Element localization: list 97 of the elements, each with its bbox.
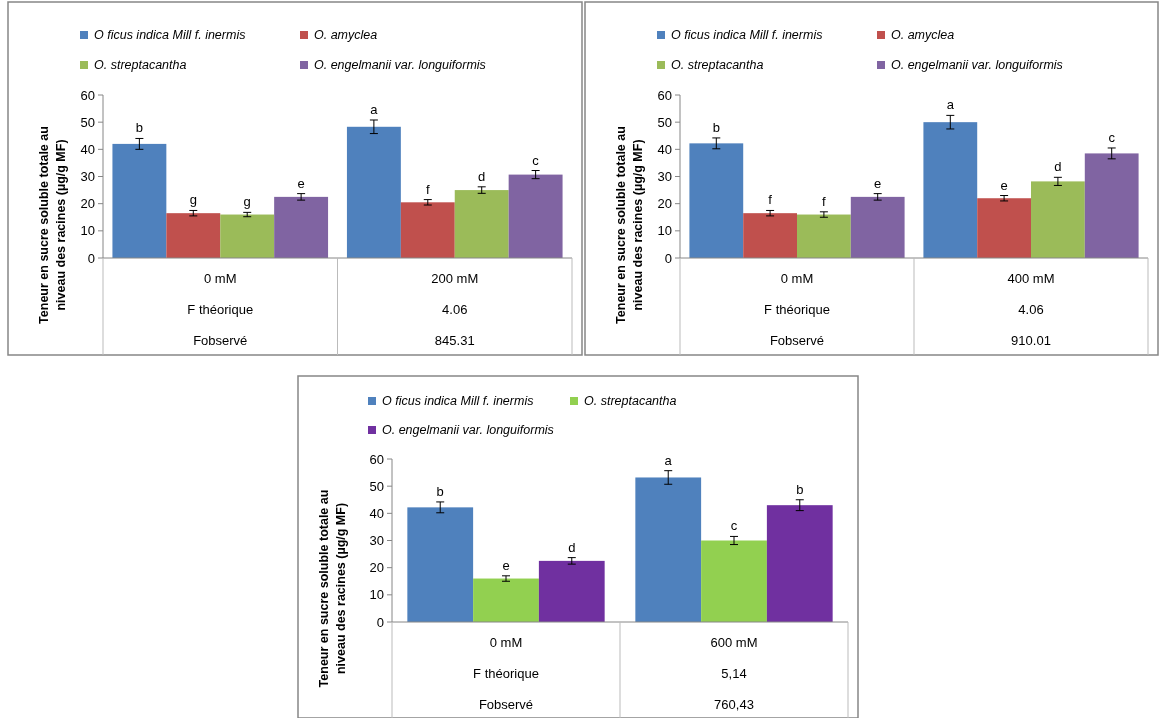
y-axis-title: Teneur en sucre soluble totale au niveau des racines (µg/g MF) (37, 126, 68, 324)
legend-label: O. engelmanii var. longuiformis (314, 58, 486, 72)
data-label: e (874, 175, 882, 191)
y-tick-label: 20 (369, 560, 384, 576)
y-tick-label: 30 (80, 169, 95, 184)
data-label: d (478, 168, 486, 184)
data-label: a (664, 452, 673, 468)
text: 4.06 (1018, 302, 1044, 317)
bar (454, 190, 509, 258)
text: 845.31 (434, 333, 475, 348)
data-label: g (189, 192, 197, 208)
bar (797, 214, 851, 258)
x-tick-label: 400 mM (1007, 271, 1055, 286)
y-tick-label: 20 (80, 196, 95, 212)
data-label: e (1000, 177, 1008, 193)
x-tick-label: 200 mM (431, 271, 479, 286)
legend-label: O. amyclea (314, 28, 378, 42)
data-label: e (502, 557, 510, 573)
bar (701, 540, 767, 622)
bar (220, 214, 275, 258)
bar (274, 196, 329, 258)
legend-label: O. streptacantha (94, 58, 187, 72)
y-tick-label: 10 (369, 587, 384, 603)
y-tick-label: 60 (80, 87, 95, 103)
text: 5,14 (721, 666, 747, 681)
text: Fobservé (193, 333, 248, 348)
x-tick-label: 0 mM (489, 635, 523, 650)
y-axis-title: Teneur en sucre soluble totale au niveau des racines (µg/g MF) (317, 489, 348, 688)
y-tick-label: 20 (657, 196, 672, 212)
y-tick-label: 60 (369, 451, 384, 467)
data-label: d (568, 539, 576, 555)
x-tick-label: 0 mM (780, 271, 814, 286)
bar (1031, 181, 1085, 258)
y-tick-label: 30 (369, 533, 384, 548)
data-label: b (436, 483, 444, 499)
y-tick-label: 0 (376, 614, 384, 630)
bar (473, 578, 539, 622)
bar (1084, 153, 1139, 258)
text: 760,43 (714, 697, 754, 712)
y-tick-label: 0 (87, 250, 95, 266)
bar (346, 126, 401, 258)
legend-label: O ficus indica Mill f. inermis (671, 28, 823, 42)
y-tick-label: 60 (657, 87, 672, 103)
data-label: a (946, 97, 955, 113)
bar (977, 198, 1031, 258)
data-label: b (135, 120, 144, 136)
y-tick-label: 50 (657, 114, 672, 130)
bar (166, 213, 221, 258)
bar (400, 202, 455, 258)
data-label: f (425, 181, 430, 197)
x-tick-label: 0 mM (204, 271, 237, 286)
data-label: a (370, 101, 379, 117)
y-tick-label: 40 (657, 141, 672, 157)
y-tick-label: 50 (80, 114, 95, 130)
y-tick-label: 40 (369, 505, 384, 521)
data-label: f (822, 193, 827, 209)
y-tick-label: 30 (657, 169, 672, 184)
text: 910.01 (1011, 333, 1051, 348)
text: F théorique (473, 666, 539, 681)
y-tick-label: 10 (657, 223, 672, 239)
bar (538, 560, 605, 622)
bar (923, 122, 978, 258)
text: Fobservé (478, 697, 534, 712)
text: F théorique (187, 302, 254, 317)
legend-label: O. streptacantha (584, 394, 677, 408)
bar (508, 174, 563, 258)
bar (743, 213, 797, 258)
legend-label: O. engelmanii var. longuiformis (891, 58, 1063, 72)
data-label: d (1054, 159, 1062, 175)
data-label: b (796, 481, 804, 497)
y-tick-label: 50 (369, 478, 384, 494)
bar (112, 143, 167, 258)
data-label: e (297, 175, 305, 191)
x-tick-label: 600 mM (710, 635, 758, 650)
text: 4.06 (442, 302, 468, 317)
data-label: g (243, 194, 251, 210)
y-tick-label: 10 (80, 223, 95, 239)
bar (689, 143, 744, 258)
bar (766, 505, 833, 622)
data-label: c (730, 518, 738, 534)
legend-label: O ficus indica Mill f. inermis (94, 28, 246, 42)
bar (850, 196, 905, 258)
bar (407, 507, 474, 622)
legend-label: O. engelmanii var. longuiformis (382, 423, 554, 437)
legend-label: O. streptacantha (671, 58, 764, 72)
data-label: c (532, 152, 540, 168)
data-label: f (768, 192, 773, 208)
y-tick-label: 0 (664, 250, 672, 266)
text: F théorique (764, 302, 830, 317)
y-axis-title: Teneur en sucre soluble totale au niveau des racines (µg/g MF) (614, 126, 645, 324)
text: Fobservé (769, 333, 825, 348)
legend-label: O ficus indica Mill f. inermis (382, 394, 534, 408)
legend-label: O. amyclea (891, 28, 955, 42)
data-label: c (1108, 129, 1116, 145)
bar (635, 477, 702, 622)
y-tick-label: 40 (80, 141, 95, 157)
data-label: b (712, 119, 720, 135)
